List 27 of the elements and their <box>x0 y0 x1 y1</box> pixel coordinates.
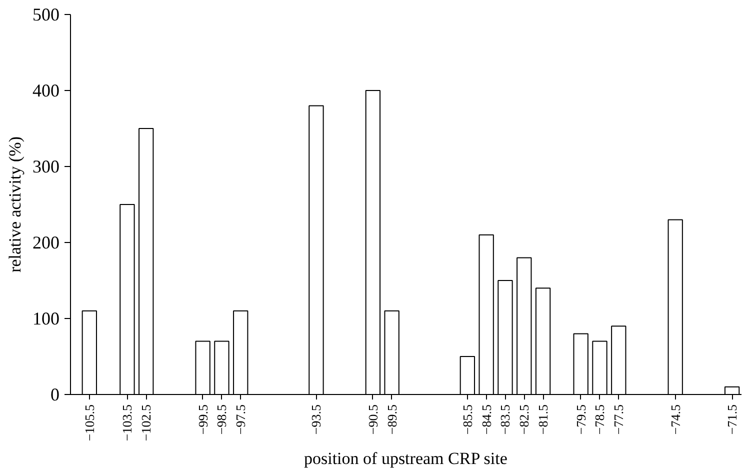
x-tick-label: −97.5 <box>233 404 248 435</box>
x-tick-label: −105.5 <box>82 404 97 442</box>
x-tick-label: −103.5 <box>120 404 135 442</box>
x-tick-label: −79.5 <box>573 404 588 435</box>
x-tick-label: −71.5 <box>724 404 740 435</box>
x-tick-label: −85.5 <box>460 404 475 435</box>
x-tick-label: −83.5 <box>498 404 513 435</box>
y-tick-label: 400 <box>32 80 60 100</box>
y-axis-title: relative activity (%) <box>6 136 24 272</box>
x-tick-label: −74.5 <box>668 404 683 435</box>
x-tick-label: −99.5 <box>195 404 210 435</box>
y-tick-label: 200 <box>32 232 60 252</box>
x-tick-label: −82.5 <box>516 404 532 435</box>
x-tick-label: −93.5 <box>308 404 324 435</box>
x-tick-label: −77.5 <box>611 404 626 435</box>
y-tick-label: 0 <box>50 384 60 404</box>
x-tick-label: −98.5 <box>214 404 230 435</box>
x-tick-label: −89.5 <box>384 404 400 435</box>
y-tick-label: 100 <box>32 308 60 328</box>
y-tick-label: 300 <box>32 156 60 176</box>
x-tick-label: −84.5 <box>478 404 494 435</box>
x-tick-label: −81.5 <box>536 404 551 435</box>
x-tick-label: −102.5 <box>138 404 154 442</box>
y-tick-label: 500 <box>32 4 60 24</box>
x-tick-label: −90.5 <box>365 404 380 435</box>
x-axis-title: position of upstream CRP site <box>304 449 508 468</box>
x-tick-label: −78.5 <box>592 404 608 435</box>
